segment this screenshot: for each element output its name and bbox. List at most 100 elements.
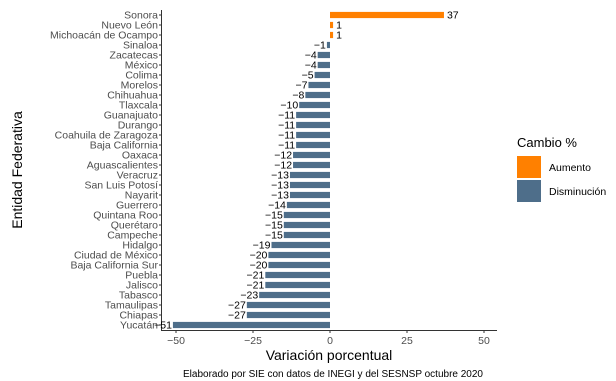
data-label: −27 xyxy=(228,310,246,322)
bar xyxy=(289,171,330,179)
y-axis-title: Entidad Federativa xyxy=(9,111,25,229)
category-label: Tlaxcala xyxy=(119,100,158,112)
x-tick-label: −25 xyxy=(244,335,262,347)
bar xyxy=(289,191,330,199)
data-label: −13 xyxy=(271,180,289,192)
category-label: San Luis Potosí xyxy=(84,180,158,192)
category-label: México xyxy=(125,60,158,72)
category-label: Veracruz xyxy=(117,170,158,182)
bar xyxy=(296,111,330,119)
data-label: −23 xyxy=(240,290,258,302)
data-label: 1 xyxy=(336,30,342,42)
category-label: Jalisco xyxy=(126,280,158,292)
legend-label: Aumento xyxy=(549,162,591,174)
x-axis-title: Variación porcentual xyxy=(266,347,393,363)
data-label: −5 xyxy=(302,70,314,82)
category-label: Chihuahua xyxy=(107,90,158,102)
bar xyxy=(268,251,330,259)
data-label: −7 xyxy=(295,80,307,92)
data-label: −20 xyxy=(250,260,268,272)
category-label: Querétaro xyxy=(111,220,158,232)
bar xyxy=(283,221,330,229)
data-label: 37 xyxy=(447,10,459,22)
category-label: Hidalgo xyxy=(122,240,158,252)
x-tick-label: 50 xyxy=(478,335,490,347)
legend-title: Cambio % xyxy=(517,135,577,150)
category-label: Coahuila de Zaragoza xyxy=(55,130,158,142)
bar xyxy=(314,71,330,79)
category-label: Yucatán xyxy=(120,320,158,332)
bar xyxy=(246,301,330,309)
x-axis: −50 −25 0 25 50 xyxy=(161,330,497,347)
data-label: −21 xyxy=(247,270,265,282)
data-label: −11 xyxy=(278,140,295,152)
category-label: Sinaloa xyxy=(123,40,158,52)
data-labels: 3711−1−4−4−5−7−8−10−11−11−11−11−12−12−13… xyxy=(154,10,459,332)
data-label: −13 xyxy=(271,170,289,182)
legend-label: Disminución xyxy=(549,186,606,198)
bar xyxy=(330,11,444,19)
bar xyxy=(308,81,330,89)
bars-group xyxy=(172,11,444,329)
category-label: Chiapas xyxy=(119,310,158,322)
data-label: −12 xyxy=(274,160,292,172)
category-label: Baja California Sur xyxy=(70,260,158,272)
bar xyxy=(259,291,330,299)
bar xyxy=(330,31,334,39)
data-label: −12 xyxy=(274,150,292,162)
data-label: −1 xyxy=(314,40,326,52)
category-label: Sonora xyxy=(124,10,158,22)
bar xyxy=(296,121,330,129)
category-label: Ciudad de México xyxy=(74,250,158,262)
category-label: Quintana Roo xyxy=(93,210,158,222)
data-label: −8 xyxy=(292,90,304,102)
category-label: Durango xyxy=(118,120,158,132)
category-label: Oaxaca xyxy=(122,150,158,162)
category-label: Zacatecas xyxy=(110,50,158,62)
data-label: −4 xyxy=(305,50,317,62)
category-label: Campeche xyxy=(107,230,158,242)
chart-caption: Elaborado por SIE con datos de INEGI y d… xyxy=(183,369,483,380)
x-tick-label: −50 xyxy=(167,335,185,347)
bar xyxy=(299,101,330,109)
bar xyxy=(246,311,330,319)
data-label: −10 xyxy=(280,100,298,112)
category-label: Guanajuato xyxy=(104,110,158,122)
category-label: Guerrero xyxy=(116,200,158,212)
data-label: −15 xyxy=(265,230,283,242)
x-tick-label: 25 xyxy=(401,335,413,347)
bar xyxy=(326,41,330,49)
data-label: −20 xyxy=(250,250,268,262)
category-label: Nayarit xyxy=(125,190,158,202)
data-label: −15 xyxy=(265,210,283,222)
legend-swatch xyxy=(517,180,541,202)
category-label: Morelos xyxy=(121,80,158,92)
data-label: −15 xyxy=(265,220,283,232)
bar xyxy=(317,51,330,59)
bar xyxy=(265,281,330,289)
data-label: −19 xyxy=(253,240,271,252)
data-label: −4 xyxy=(305,60,317,72)
data-label: −51 xyxy=(154,320,172,332)
bar xyxy=(283,211,330,219)
category-label: Tabasco xyxy=(119,290,158,302)
bar xyxy=(296,141,330,149)
category-label: Tamaulipas xyxy=(105,300,158,312)
category-label: Colima xyxy=(125,70,158,82)
data-label: −27 xyxy=(228,300,246,312)
legend: Cambio % Aumento Disminución xyxy=(517,135,606,202)
bar xyxy=(172,321,330,329)
bar xyxy=(293,151,330,159)
category-label: Nuevo León xyxy=(101,20,158,32)
bar xyxy=(286,201,330,209)
bar xyxy=(265,271,330,279)
category-label: Baja California xyxy=(90,140,158,152)
bar xyxy=(317,61,330,69)
bar xyxy=(268,261,330,269)
category-label: Aguascalientes xyxy=(87,160,158,172)
legend-swatch xyxy=(517,156,541,178)
data-label: 1 xyxy=(336,20,342,32)
bar xyxy=(271,241,330,249)
